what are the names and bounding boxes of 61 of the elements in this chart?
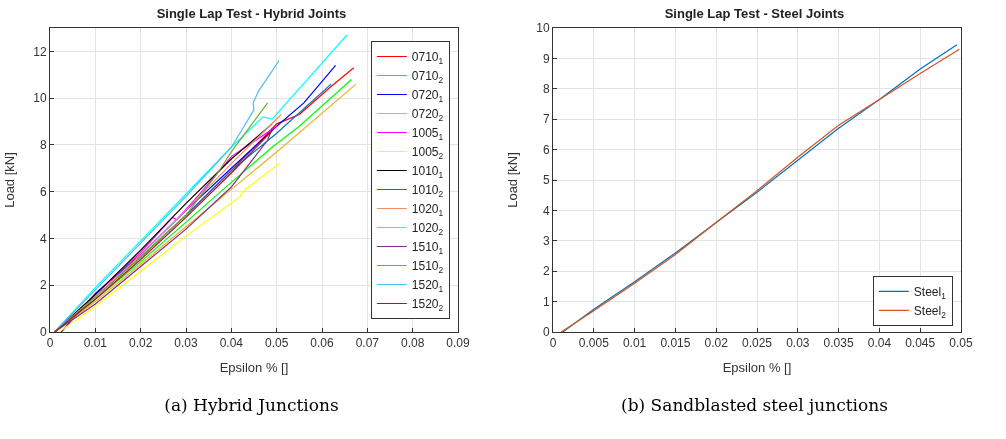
legend-label: 0710$_{2}$ xyxy=(411,69,444,85)
y-tick-label: 4 xyxy=(542,203,550,218)
y-tick-label: 10 xyxy=(33,91,47,106)
y-tick-label: 8 xyxy=(542,82,550,96)
x-tick-label: 0.05 xyxy=(264,336,289,351)
x-tick-label: 0.03 xyxy=(786,336,810,351)
legend-label: 0720$_{1}$ xyxy=(411,88,444,104)
y-tick-label: 10 xyxy=(536,21,550,36)
legend-label: 1520$_{1}$ xyxy=(411,278,444,294)
y-tick-label: 2 xyxy=(39,278,47,293)
legend-label: 1010$_{2}$ xyxy=(411,183,444,199)
y-tick-label: 1 xyxy=(542,294,550,309)
x-tick-label: 0.005 xyxy=(578,336,610,351)
y-tick-label: 4 xyxy=(39,231,47,246)
x-tick-label: 0.04 xyxy=(867,336,892,351)
legend-label: 1020$_{1}$ xyxy=(411,202,444,218)
x-tick-label: 0.01 xyxy=(622,336,647,351)
x-tick-label: 0.01 xyxy=(83,336,108,351)
y-tick-label: 2 xyxy=(542,264,550,279)
x-tick-label: 0.015 xyxy=(660,336,691,351)
y-tick-label: 9 xyxy=(542,51,550,66)
x-tick-label: 0.05 xyxy=(949,336,973,351)
x-tick-label: 0.035 xyxy=(823,336,854,351)
y-tick-label: 7 xyxy=(542,112,550,127)
text: (a) Hybrid Junctions xyxy=(163,395,340,415)
y-tick-label: 12 xyxy=(33,44,47,59)
y-axis-title: Load [kN] xyxy=(2,152,17,208)
legend-label: 1510$_{2}$ xyxy=(411,259,444,275)
y-tick-label: 6 xyxy=(542,142,550,157)
legend-label: 1520$_{2}$ xyxy=(411,297,444,313)
y-axis-title: Load [kN] xyxy=(505,152,520,208)
x-tick-label: 0.06 xyxy=(310,336,334,351)
y-tick-label: 0 xyxy=(542,325,550,340)
y-tick-label: 8 xyxy=(39,138,47,153)
x-tick-label: 0.07 xyxy=(355,336,380,351)
y-tick-label: 3 xyxy=(542,234,550,248)
x-tick-label: 0.045 xyxy=(905,336,936,351)
x-tick-label: 0.02 xyxy=(128,336,153,351)
text: (b) Sandblasted steel junctions xyxy=(620,395,889,415)
x-tick-label: 0.02 xyxy=(704,336,729,351)
legend-label: 0720$_{2}$ xyxy=(411,107,444,123)
x-tick-label: 0.03 xyxy=(174,336,198,351)
y-tick-label: 6 xyxy=(39,184,47,199)
x-tick-label: 0.08 xyxy=(400,336,425,351)
legend-label: 1005$_{2}$ xyxy=(411,145,444,161)
legend-label: 0710$_{1}$ xyxy=(411,50,444,66)
y-tick-label: 0 xyxy=(39,325,47,340)
x-axis-title: Epsilon % [] xyxy=(219,360,289,375)
legend-label: Steel$_{2}$ xyxy=(913,304,947,320)
legend-label: Steel$_{1}$ xyxy=(913,285,947,301)
legend-label: 1020$_{2}$ xyxy=(411,221,444,237)
x-tick-label: 0.04 xyxy=(219,336,244,351)
y-tick-label: 5 xyxy=(542,173,550,188)
chart-title: Single Lap Test - Steel Joints xyxy=(664,6,845,22)
chart-title: Single Lap Test - Hybrid Joints xyxy=(156,6,347,22)
legend-label: 1005$_{1}$ xyxy=(411,126,444,142)
legend-label: 1510$_{1}$ xyxy=(411,240,444,256)
x-tick-label: 0.09 xyxy=(446,336,470,351)
legend-label: 1010$_{1}$ xyxy=(411,164,444,180)
x-tick-label: 0.025 xyxy=(741,336,773,351)
x-axis-title: Epsilon % [] xyxy=(722,360,792,375)
